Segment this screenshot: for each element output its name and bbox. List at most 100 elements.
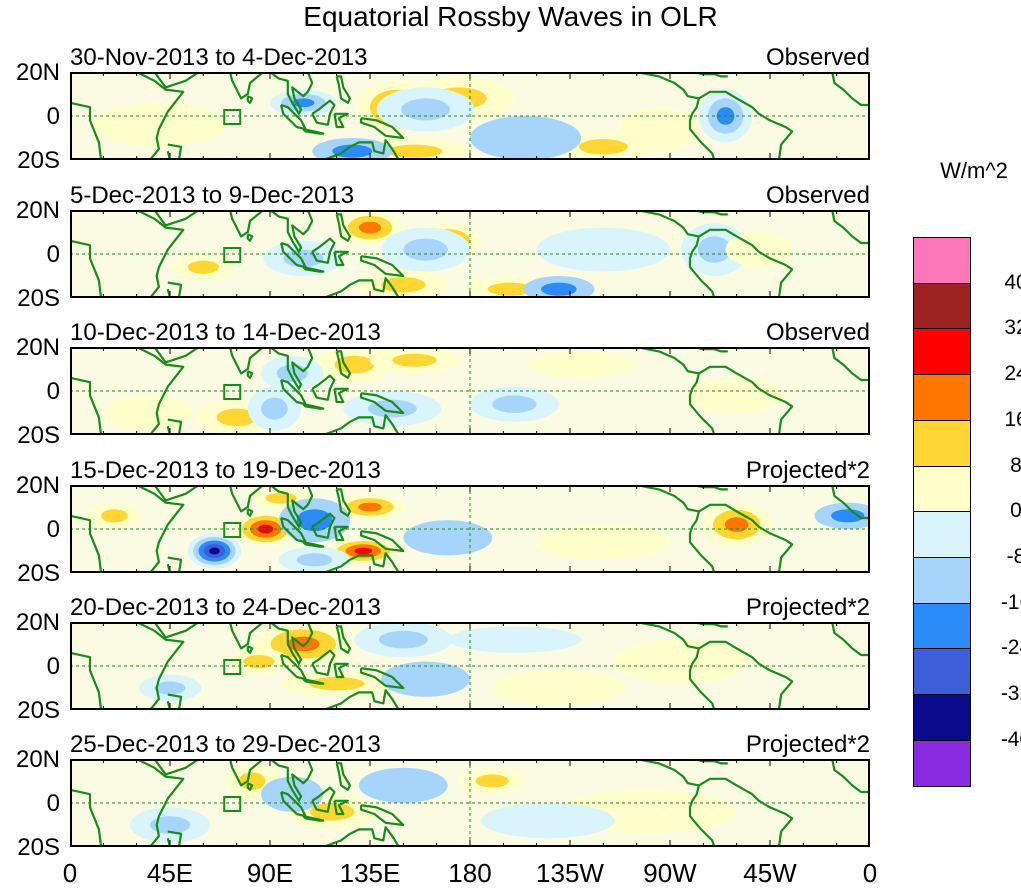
- negative-anomaly: [447, 626, 582, 653]
- australia-outline: [322, 277, 400, 298]
- colorbar-label: 40: [1004, 270, 1021, 294]
- latitude-label: 20N: [15, 334, 60, 361]
- south-america-outline: [688, 365, 794, 435]
- new-guinea-outline: [360, 804, 405, 827]
- reference-box: [223, 659, 242, 675]
- madagascar-outline: [166, 143, 183, 160]
- longitude-label: 135E: [339, 858, 401, 888]
- negative-anomaly: [138, 674, 202, 702]
- australia-outline: [322, 689, 400, 710]
- anomaly-map: [70, 622, 870, 710]
- central-america-outline: [636, 485, 700, 513]
- sri-lanka-outline: [246, 233, 254, 242]
- panel-period: 20-Dec-2013 to 24-Dec-2013: [70, 594, 381, 621]
- colorbar-swatch: [913, 511, 971, 559]
- borneo-outline: [311, 786, 336, 813]
- java-outline: [302, 266, 325, 273]
- anomaly-contour: [536, 524, 670, 560]
- anomaly-contour: [378, 630, 428, 649]
- anomaly-contour: [447, 626, 582, 653]
- anomaly-contour: [154, 681, 186, 695]
- southeast-asia-outline: [269, 210, 314, 253]
- negative-anomaly: [470, 116, 582, 160]
- positive-anomaly: [370, 347, 459, 374]
- positive-anomaly: [336, 210, 404, 246]
- india-outline: [221, 485, 265, 513]
- colorbar-label: -32: [1000, 682, 1021, 705]
- new-guinea-outline: [360, 255, 405, 278]
- new-guinea-outline: [360, 667, 405, 690]
- sulawesi-outline: [333, 525, 349, 542]
- latitude-label: 0: [46, 653, 60, 680]
- colorbar-label: 8: [1010, 453, 1021, 477]
- india-outline: [221, 210, 265, 238]
- anomaly-contour: [481, 803, 615, 839]
- latitude-label: 20S: [17, 422, 60, 449]
- anomaly-map-svg: [70, 759, 870, 847]
- latitude-label: 20S: [17, 834, 60, 861]
- positive-anomaly: [87, 502, 142, 529]
- panel-period: 5-Dec-2013 to 9-Dec-2013: [70, 182, 355, 209]
- south-america-outline: [688, 228, 794, 298]
- latitude-label: 0: [46, 103, 60, 130]
- africa-outline: [70, 622, 185, 710]
- anomaly-map-svg: [70, 210, 870, 298]
- anomaly-contour: [334, 355, 375, 374]
- central-america-outline: [636, 72, 700, 100]
- southeast-asia-outline: [269, 759, 314, 802]
- anomaly-contour: [492, 670, 626, 706]
- map-panel: 30-Nov-2013 to 4-Dec-2013 Observed 20N 0 20S: [0, 45, 1021, 183]
- anomaly-map: [70, 347, 870, 435]
- anomaly-contour: [687, 377, 786, 413]
- sri-lanka-outline: [246, 508, 254, 517]
- negative-anomaly: [814, 502, 870, 529]
- anomaly-map: [70, 485, 870, 573]
- west-africa-outline: [831, 72, 870, 107]
- colorbar-label: 24: [1004, 362, 1021, 386]
- sri-lanka-outline: [246, 782, 254, 791]
- anomaly-map-svg: [70, 72, 870, 160]
- west-africa-outline: [831, 210, 870, 245]
- positive-anomaly: [536, 524, 670, 560]
- reference-box: [223, 522, 242, 538]
- longitude-label: 180: [448, 858, 492, 888]
- negative-anomaly: [278, 546, 350, 573]
- sulawesi-outline: [333, 662, 349, 679]
- latitude-label: 20S: [17, 147, 60, 174]
- reference-box: [223, 247, 242, 263]
- latitude-label: 20N: [15, 746, 60, 773]
- positive-anomaly: [701, 502, 773, 547]
- south-america-outline: [688, 777, 794, 847]
- positive-anomaly: [172, 254, 235, 281]
- latitude-label: 20S: [17, 560, 60, 587]
- panel-period: 25-Dec-2013 to 29-Dec-2013: [70, 731, 381, 758]
- anomaly-contour: [403, 520, 493, 556]
- negative-anomaly: [481, 803, 615, 839]
- africa-outline: [70, 759, 185, 847]
- southeast-asia-outline: [269, 72, 314, 115]
- arabia-outline: [153, 622, 200, 639]
- anomaly-contour: [487, 282, 533, 296]
- borneo-outline: [311, 99, 336, 126]
- positive-anomaly: [614, 639, 748, 684]
- australia-outline: [322, 826, 400, 847]
- longitude-label: 90E: [246, 858, 294, 888]
- anomaly-contour: [216, 408, 257, 427]
- anomaly-contour: [332, 144, 373, 158]
- anomaly-contour: [386, 144, 443, 158]
- sulawesi-outline: [333, 112, 349, 129]
- colorbar-label: -40: [1000, 727, 1021, 751]
- colorbar-units: W/m^2: [940, 158, 1008, 183]
- africa-outline: [70, 210, 185, 298]
- anomaly-contour: [257, 524, 274, 534]
- colorbar-swatch: [913, 602, 971, 650]
- africa-outline: [70, 485, 185, 573]
- map-frame: [70, 622, 870, 710]
- central-america-outline: [636, 210, 700, 238]
- sulawesi-outline: [333, 799, 349, 816]
- positive-anomaly: [687, 377, 786, 413]
- colorbar-label: 32: [1004, 316, 1021, 340]
- anomaly-map-svg: [70, 485, 870, 573]
- philippines-outline: [335, 75, 352, 104]
- philippines-outline: [335, 625, 352, 654]
